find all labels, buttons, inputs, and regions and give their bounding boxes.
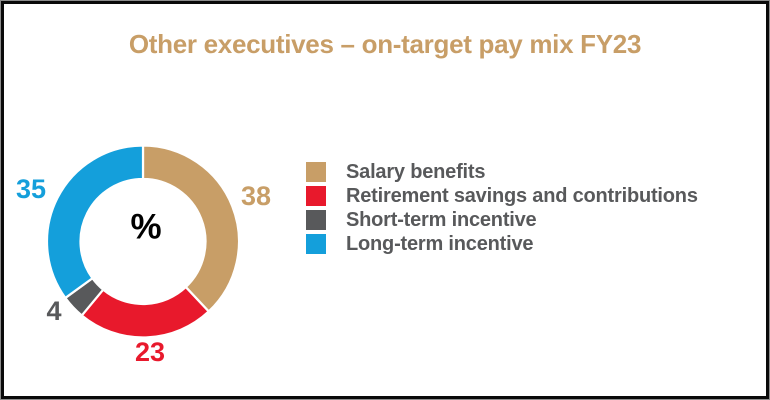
legend-label: Retirement savings and contributions bbox=[346, 184, 698, 207]
segment-value-label-salary-benefits: 38 bbox=[241, 181, 271, 211]
legend: Salary benefits Retirement savings and c… bbox=[306, 160, 698, 258]
legend-swatch-salary-benefits bbox=[306, 162, 326, 182]
legend-swatch-long-term-incentive bbox=[306, 234, 326, 254]
legend-item-retirement-savings: Retirement savings and contributions bbox=[306, 184, 698, 207]
donut-center-label: % bbox=[130, 208, 161, 247]
legend-item-long-term-incentive: Long-term incentive bbox=[306, 232, 698, 255]
chart-title: Other executives – on-target pay mix FY2… bbox=[128, 29, 642, 59]
segment-value-label-short-term-incentive: 4 bbox=[46, 296, 61, 326]
legend-item-salary-benefits: Salary benefits bbox=[306, 160, 698, 183]
legend-swatch-short-term-incentive bbox=[306, 210, 326, 230]
legend-swatch-retirement-savings bbox=[306, 186, 326, 206]
donut-chart: 38 23 4 35% bbox=[16, 144, 271, 367]
legend-label: Long-term incentive bbox=[346, 232, 534, 255]
segment-value-label-retirement-savings-and-contributions: 23 bbox=[135, 337, 165, 367]
donut-segment-retirement-savings-and-contributions bbox=[80, 285, 211, 339]
legend-label: Salary benefits bbox=[346, 160, 486, 183]
segment-value-label-long-term-incentive: 35 bbox=[16, 174, 46, 204]
donut-segment-long-term-incentive bbox=[45, 144, 145, 300]
legend-label: Short-term incentive bbox=[346, 208, 537, 231]
donut-segment-salary-benefits bbox=[141, 144, 241, 314]
legend-item-short-term-incentive: Short-term incentive bbox=[306, 208, 698, 231]
